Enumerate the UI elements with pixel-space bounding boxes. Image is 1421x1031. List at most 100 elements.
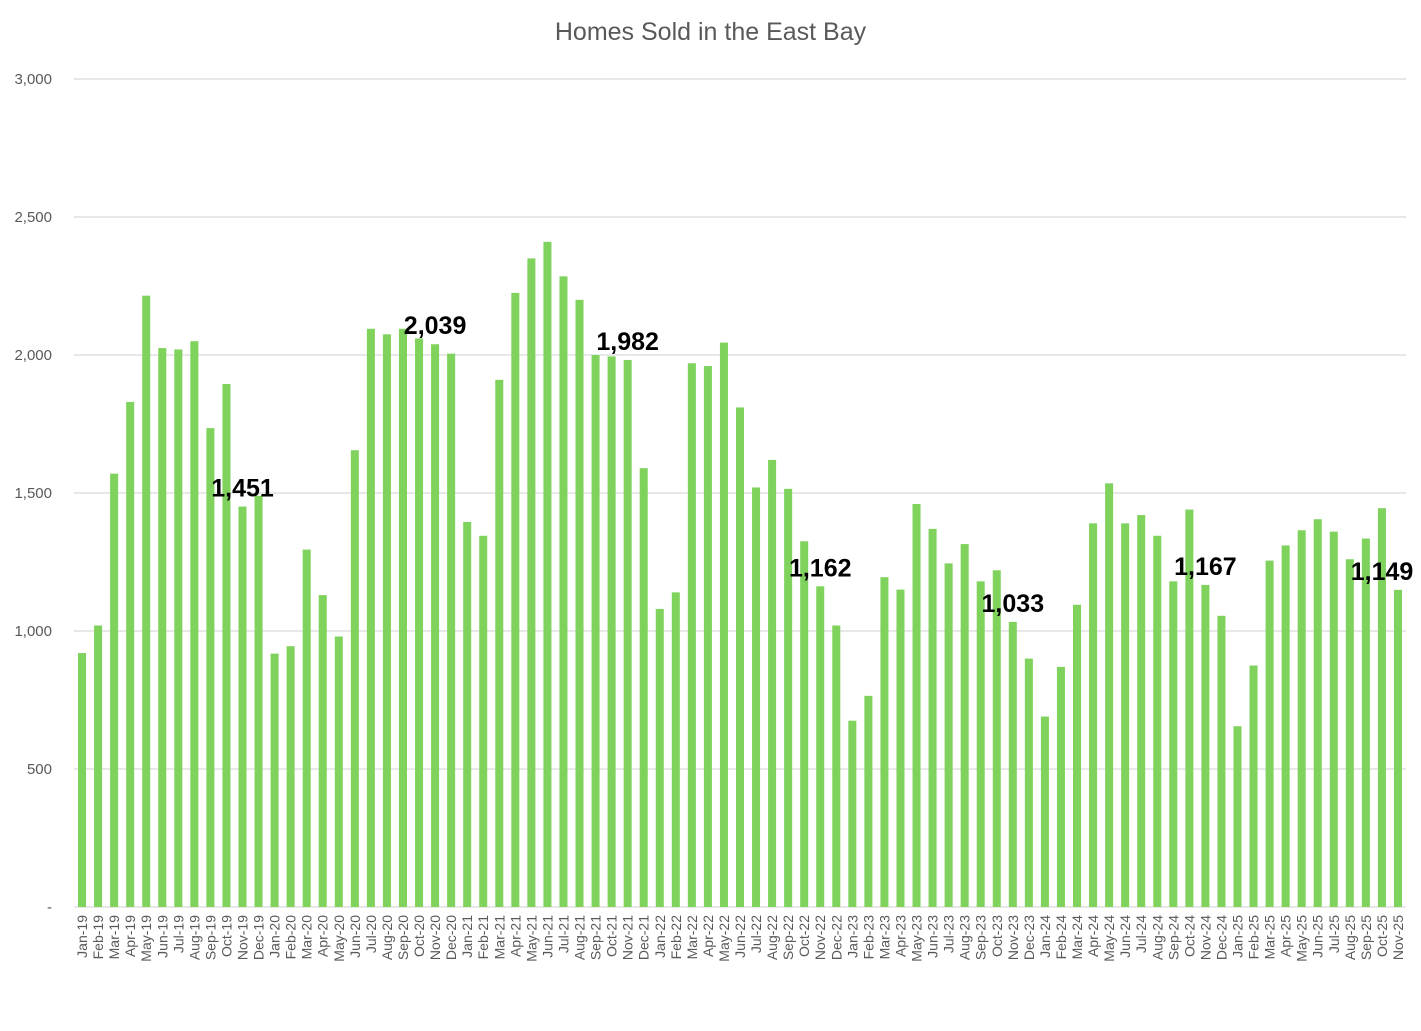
bar — [848, 720, 857, 907]
bar — [158, 348, 167, 908]
bar — [880, 577, 889, 907]
x-tick-label: Dec-20 — [443, 915, 459, 960]
y-tick-label: 2,500 — [14, 209, 52, 226]
x-tick-label: Aug-23 — [957, 915, 973, 960]
x-tick-label: Oct-22 — [796, 915, 812, 957]
x-tick-label: Oct-25 — [1374, 915, 1390, 957]
bar — [559, 276, 568, 908]
bar — [1393, 589, 1402, 907]
x-tick-label: Sep-22 — [780, 915, 796, 960]
x-tick-label: Jun-20 — [347, 915, 363, 958]
bar — [142, 295, 151, 907]
x-tick-label: Apr-20 — [315, 915, 331, 957]
bar — [1281, 545, 1290, 907]
bar — [1137, 515, 1146, 907]
x-tick-label: Dec-21 — [636, 915, 652, 960]
bar — [1073, 604, 1082, 907]
x-tick-label: May-23 — [909, 915, 925, 962]
bar — [1345, 559, 1354, 907]
bar — [928, 528, 937, 907]
x-tick-label: Sep-24 — [1165, 915, 1181, 960]
data-label: 1,982 — [596, 328, 659, 356]
bar — [479, 535, 488, 907]
bar — [912, 504, 921, 907]
bar — [382, 334, 391, 907]
bar — [976, 581, 985, 907]
bar — [222, 383, 231, 908]
x-tick-label: Nov-23 — [1005, 915, 1021, 960]
x-tick-label: Oct-23 — [989, 915, 1005, 957]
x-tick-label: May-24 — [1101, 915, 1117, 962]
bar — [110, 473, 119, 907]
bar — [1056, 666, 1065, 907]
x-tick-label: Aug-25 — [1342, 915, 1358, 960]
x-tick-label: Aug-24 — [1149, 915, 1165, 960]
bar — [1089, 523, 1098, 907]
x-tick-label: Jun-19 — [154, 915, 170, 958]
x-tick-label: Jun-21 — [539, 915, 555, 958]
x-tick-label: Jun-24 — [1117, 915, 1133, 958]
data-label: 1,033 — [982, 590, 1045, 618]
bar — [174, 349, 183, 908]
x-tick-label: Oct-24 — [1181, 915, 1197, 957]
x-tick-label: Jul-19 — [170, 915, 186, 953]
x-tick-label: Feb-24 — [1053, 915, 1069, 960]
x-tick-label: Oct-20 — [411, 915, 427, 957]
x-tick-label: Oct-21 — [604, 915, 620, 957]
bar — [607, 356, 616, 907]
x-tick-label: May-21 — [523, 915, 539, 962]
data-label: 2,039 — [404, 312, 467, 340]
bar — [94, 625, 103, 907]
x-tick-label: Jul-24 — [1133, 915, 1149, 953]
x-tick-label: Jun-23 — [925, 915, 941, 958]
bar — [463, 521, 472, 907]
bar — [1024, 658, 1033, 907]
x-tick-label: Nov-21 — [620, 915, 636, 960]
y-tick-label: 2,000 — [14, 347, 52, 364]
y-axis-ticks: - 500 1,000 1,500 2,000 2,500 3,000 — [14, 71, 52, 916]
bar — [1217, 615, 1226, 907]
bar — [334, 636, 343, 907]
bar — [703, 366, 712, 907]
bar — [1008, 621, 1017, 907]
x-tick-label: Sep-20 — [395, 915, 411, 960]
bar — [719, 342, 728, 908]
bar — [832, 625, 841, 907]
x-tick-label: Nov-22 — [812, 915, 828, 960]
bar — [687, 363, 696, 907]
bar — [1201, 584, 1210, 907]
data-label: 1,162 — [789, 554, 852, 582]
x-tick-label: Sep-19 — [202, 915, 218, 960]
bar — [1185, 509, 1194, 907]
x-tick-label: Jan-22 — [652, 915, 668, 958]
bar — [1313, 519, 1322, 907]
x-tick-label: May-22 — [716, 915, 732, 962]
bar — [527, 258, 536, 907]
x-tick-label: Dec-22 — [828, 915, 844, 960]
x-tick-label: Jan-20 — [267, 915, 283, 958]
bar — [896, 589, 905, 907]
bar — [591, 355, 600, 907]
x-tick-label: Mar-25 — [1262, 915, 1278, 960]
bar — [1249, 665, 1258, 907]
x-tick-label: Mar-21 — [491, 915, 507, 960]
x-tick-label: May-20 — [331, 915, 347, 962]
y-tick-label: - — [47, 899, 52, 916]
bar — [623, 359, 632, 907]
bar — [126, 401, 135, 907]
bar — [944, 563, 953, 907]
bar — [318, 595, 327, 907]
x-tick-label: Aug-21 — [572, 915, 588, 960]
x-tick-label: Jun-25 — [1310, 915, 1326, 958]
bar — [78, 653, 87, 907]
y-tick-label: 1,500 — [14, 485, 52, 502]
x-tick-label: Feb-22 — [668, 915, 684, 960]
x-tick-label: Sep-21 — [588, 915, 604, 960]
x-tick-label: Apr-25 — [1278, 915, 1294, 957]
x-tick-label: Jan-24 — [1037, 915, 1053, 958]
x-tick-label: Apr-19 — [122, 915, 138, 957]
chart-title: Homes Sold in the East Bay — [554, 18, 867, 46]
x-tick-label: Mar-24 — [1069, 915, 1085, 960]
x-tick-label: Mar-23 — [876, 915, 892, 960]
